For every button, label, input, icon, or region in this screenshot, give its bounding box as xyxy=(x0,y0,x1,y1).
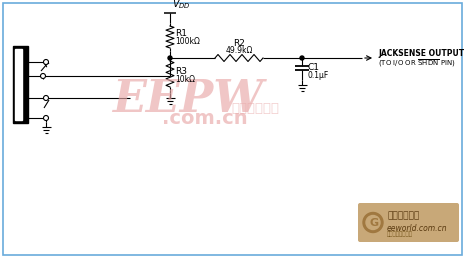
Bar xyxy=(15,49,22,120)
Text: eeworld.com.cn: eeworld.com.cn xyxy=(387,224,448,233)
Bar xyxy=(13,46,28,123)
Text: 100kΩ: 100kΩ xyxy=(175,37,200,46)
Text: 49.9kΩ: 49.9kΩ xyxy=(226,46,252,55)
Text: $V_{DD}$: $V_{DD}$ xyxy=(172,0,191,11)
Circle shape xyxy=(40,74,46,78)
FancyBboxPatch shape xyxy=(358,203,459,242)
Text: 电子产品世界: 电子产品世界 xyxy=(231,102,279,116)
Text: R1: R1 xyxy=(175,29,187,38)
Circle shape xyxy=(366,215,380,230)
Circle shape xyxy=(300,56,304,60)
Text: .com.cn: .com.cn xyxy=(162,109,248,127)
Text: 0.1μF: 0.1μF xyxy=(307,70,328,79)
Circle shape xyxy=(363,213,383,232)
Circle shape xyxy=(168,56,172,60)
Text: 我要电子工程大全: 我要电子工程大全 xyxy=(387,231,413,237)
Circle shape xyxy=(44,95,48,101)
Text: G: G xyxy=(369,217,379,228)
Text: 10kΩ: 10kΩ xyxy=(175,75,195,84)
Circle shape xyxy=(44,60,48,64)
Text: JACKSENSE OUTPUT: JACKSENSE OUTPUT xyxy=(378,50,464,59)
Circle shape xyxy=(44,116,48,120)
Text: (TO I/O OR $\overline{\rm SHDN}$ PIN): (TO I/O OR $\overline{\rm SHDN}$ PIN) xyxy=(378,57,456,69)
Text: 电子工程世界: 电子工程世界 xyxy=(387,212,419,221)
Text: EEPW: EEPW xyxy=(113,78,264,122)
Text: R3: R3 xyxy=(175,67,187,76)
Text: R2: R2 xyxy=(233,39,245,48)
Text: C1: C1 xyxy=(307,62,319,71)
